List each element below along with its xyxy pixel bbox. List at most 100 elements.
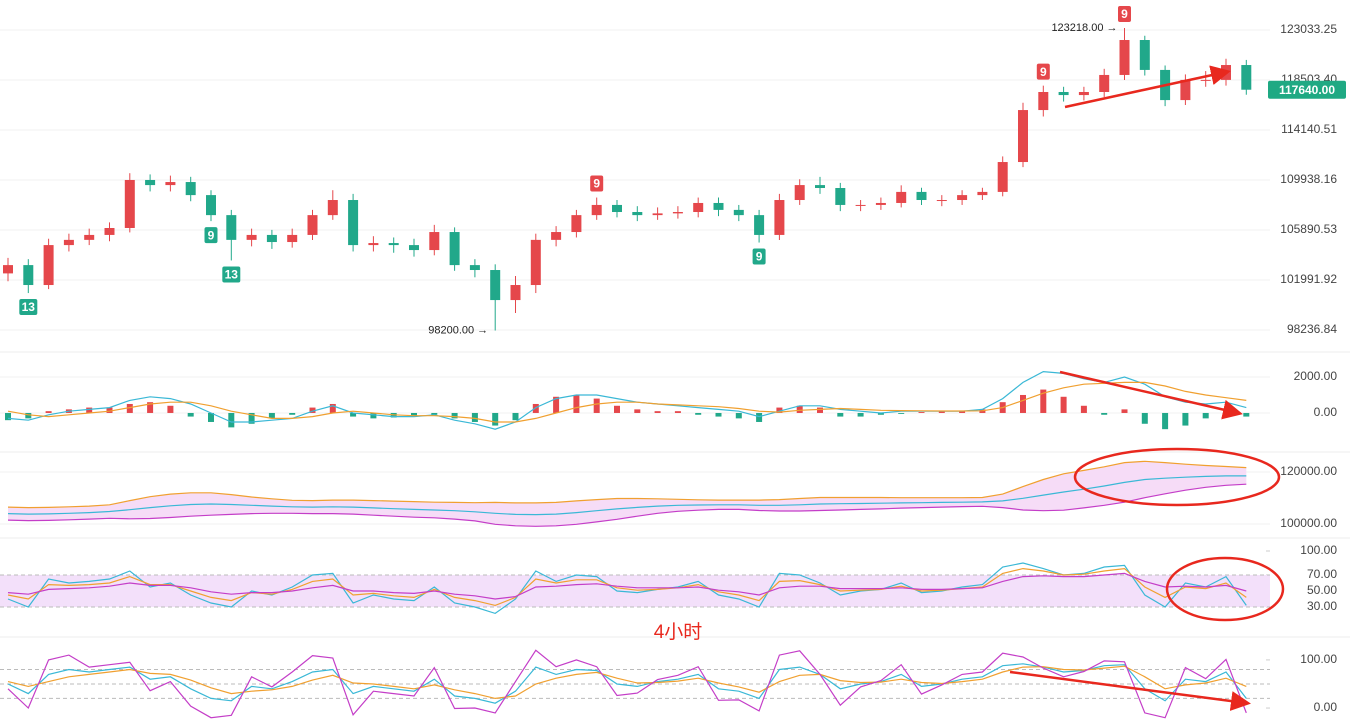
macd-bar	[553, 396, 560, 413]
candle-body	[287, 234, 298, 243]
candle-body	[875, 202, 886, 205]
marker-label: 9	[1040, 65, 1047, 79]
candle-body	[1200, 79, 1211, 81]
macd-bar	[451, 412, 458, 419]
candle-body	[429, 232, 440, 251]
macd-bar	[877, 412, 884, 415]
macd-bar	[1162, 412, 1169, 430]
candle-body	[1038, 91, 1049, 111]
y-tick-label: 120000.00	[1280, 464, 1337, 478]
candle-body	[510, 285, 521, 301]
y-tick-label: 30.00	[1307, 599, 1337, 613]
macd-bar	[1182, 412, 1189, 426]
indicator-line	[7, 475, 1247, 516]
candle-body	[612, 204, 622, 213]
indicator-line	[7, 562, 1247, 615]
candle-body	[774, 200, 785, 235]
macd-bar	[857, 412, 864, 417]
y-tick-label: 105890.53	[1280, 222, 1337, 236]
candle-body	[794, 185, 805, 201]
macd-bar	[1101, 412, 1108, 415]
macd-bar	[634, 409, 641, 413]
y-tick-label: 100.00	[1300, 652, 1337, 666]
marker-badge	[19, 299, 38, 316]
candle-body	[652, 213, 663, 216]
timeframe-label: 4小时	[654, 621, 703, 643]
candle-body	[449, 232, 460, 266]
candle-body	[165, 182, 176, 186]
y-tick-label: 101991.92	[1280, 272, 1337, 286]
macd-bar	[532, 403, 539, 413]
y-tick-label: 98236.84	[1287, 322, 1337, 336]
highlight-ellipse	[1073, 447, 1281, 507]
macd-bar	[1060, 396, 1067, 413]
macd-bar	[512, 412, 519, 421]
candle-body	[957, 195, 968, 201]
candle-body	[1139, 40, 1150, 70]
marker-label: 13	[225, 268, 239, 282]
macd-bar	[756, 412, 763, 422]
candle-body	[368, 243, 379, 246]
candle-body	[104, 228, 115, 235]
candle-body	[206, 195, 216, 216]
candle-body	[713, 202, 724, 210]
candle-body	[733, 209, 744, 216]
macd-bar	[614, 405, 620, 413]
marker-badge	[590, 175, 604, 192]
candle-body	[1180, 79, 1191, 101]
candle-body	[855, 204, 866, 206]
last-price-label: 117640.00	[1279, 83, 1335, 97]
hand-annotations	[1009, 65, 1285, 711]
macd-bar	[228, 412, 235, 428]
macd-bar	[898, 412, 905, 414]
macd-bar	[492, 412, 499, 426]
candle-body	[84, 234, 95, 240]
candle-body	[1241, 65, 1252, 90]
candle-body	[632, 212, 643, 216]
candle-body	[693, 202, 704, 213]
y-tick-label: 109938.16	[1280, 172, 1337, 186]
candle-body	[591, 204, 602, 216]
macd-bar	[309, 407, 316, 413]
macd-bar	[1080, 405, 1087, 413]
macd-bar	[573, 394, 580, 413]
macd-bar	[248, 412, 255, 424]
macd-bar	[329, 403, 336, 413]
candle-body	[1099, 74, 1110, 92]
candle-body	[145, 179, 156, 186]
macd-bar	[431, 412, 438, 415]
y-tick-label: 50.00	[1307, 583, 1337, 597]
candle-body	[307, 215, 318, 235]
candle-body	[490, 270, 501, 301]
macd-bar	[471, 412, 478, 422]
candle-body	[815, 185, 825, 189]
macd-bar	[411, 412, 417, 417]
marker-label: 9	[1121, 7, 1128, 21]
candle-body	[977, 191, 988, 196]
candle-body	[226, 215, 237, 240]
candle-body	[469, 265, 480, 271]
candle-body	[266, 234, 277, 243]
trend-arrow	[1059, 370, 1243, 420]
candle-body	[1018, 110, 1028, 163]
candle-body	[571, 215, 582, 233]
macd-bar	[654, 411, 661, 413]
candle-body	[672, 212, 683, 214]
macd-bar	[796, 405, 803, 413]
candle-body	[1119, 40, 1130, 75]
marker-badge	[1036, 63, 1050, 80]
macd-bar	[715, 412, 722, 417]
macd-bar	[187, 412, 194, 417]
candle-body	[530, 239, 541, 286]
candle-body	[997, 162, 1008, 192]
macd-bar	[147, 402, 154, 413]
macd-bar	[1141, 412, 1148, 424]
candle-body	[246, 234, 257, 240]
trend-arrow	[1064, 65, 1231, 109]
macd-bar	[289, 412, 296, 415]
indicator-line	[7, 460, 1247, 509]
candle-body	[1078, 91, 1089, 96]
y-tick-label: 2000.00	[1294, 369, 1338, 383]
